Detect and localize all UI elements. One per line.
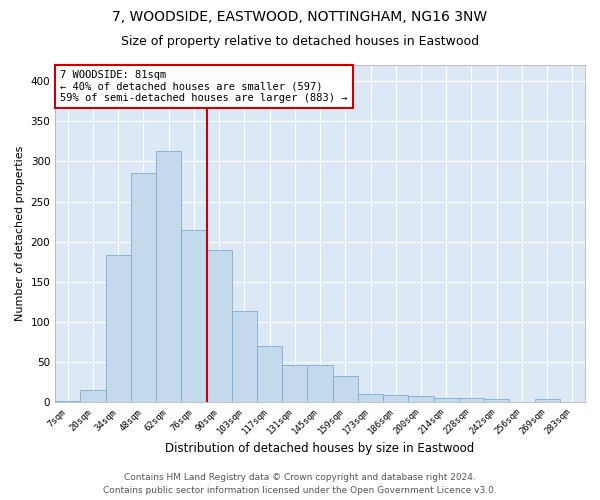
X-axis label: Distribution of detached houses by size in Eastwood: Distribution of detached houses by size … (166, 442, 475, 455)
Bar (257, 346, 282, 403)
Bar (181, 230, 206, 402)
Bar (55, 401, 80, 402)
Y-axis label: Number of detached properties: Number of detached properties (15, 146, 25, 322)
Bar (332, 376, 358, 402)
Bar (535, 399, 560, 402)
Text: 7 WOODSIDE: 81sqm
← 40% of detached houses are smaller (597)
59% of semi-detache: 7 WOODSIDE: 81sqm ← 40% of detached hous… (61, 70, 348, 103)
Bar (131, 174, 156, 402)
Bar (484, 399, 509, 402)
Bar (232, 311, 257, 402)
Bar (80, 390, 106, 402)
Bar (282, 366, 307, 403)
Bar (434, 398, 459, 402)
Text: Size of property relative to detached houses in Eastwood: Size of property relative to detached ho… (121, 35, 479, 48)
Bar (106, 256, 131, 402)
Bar (156, 151, 181, 403)
Bar (459, 398, 484, 402)
Text: 7, WOODSIDE, EASTWOOD, NOTTINGHAM, NG16 3NW: 7, WOODSIDE, EASTWOOD, NOTTINGHAM, NG16 … (112, 10, 488, 24)
Bar (383, 395, 409, 402)
Bar (307, 366, 332, 403)
Bar (206, 250, 232, 402)
Bar (358, 394, 383, 402)
Text: Contains HM Land Registry data © Crown copyright and database right 2024.
Contai: Contains HM Land Registry data © Crown c… (103, 474, 497, 495)
Bar (409, 396, 434, 402)
